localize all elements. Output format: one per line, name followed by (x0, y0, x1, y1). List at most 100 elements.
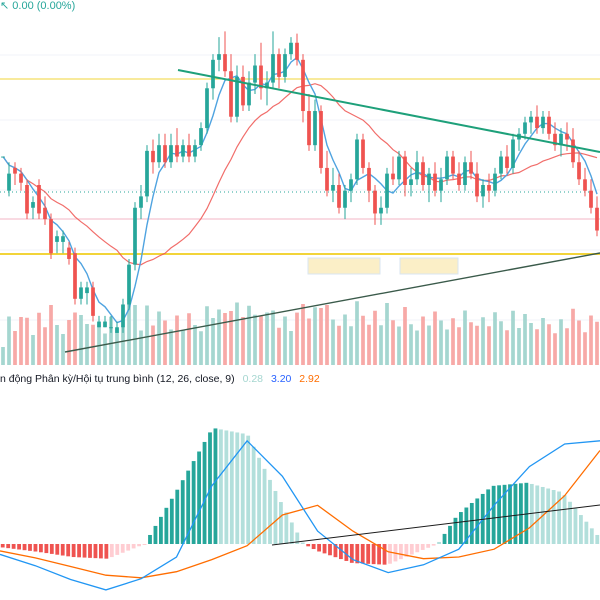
macd-histogram-bar (595, 534, 600, 544)
candle-body (457, 173, 461, 185)
candle-body (433, 173, 437, 191)
volume-bar (517, 328, 521, 365)
volume-bar (505, 330, 509, 365)
volume-bar (181, 330, 185, 365)
macd-histogram-bar (349, 544, 354, 563)
candle-body (475, 173, 479, 197)
macd-histogram-bar (71, 544, 76, 558)
candle-body (469, 162, 473, 174)
macd-signal-line (0, 450, 600, 579)
macd-histogram-bar (311, 544, 316, 550)
volume-bar (295, 312, 299, 365)
candle-body (541, 116, 545, 129)
macd-histogram-bar (17, 544, 21, 550)
volume-bar (403, 307, 407, 365)
candle-body (91, 287, 95, 316)
volume-bar (49, 305, 53, 365)
volume-bar (523, 314, 527, 365)
candle-body (487, 185, 491, 191)
macd-histogram-bar (235, 432, 240, 544)
candle-body (409, 179, 413, 185)
macd-histogram-bar (497, 485, 501, 544)
volume-bar (1, 347, 5, 365)
macd-histogram-bar (306, 544, 311, 547)
volume-bar (151, 325, 155, 365)
volume-bar (31, 335, 35, 365)
volume-bar (259, 315, 263, 365)
macd-histogram-bar (404, 544, 409, 557)
candle-body (307, 111, 311, 146)
candle-body (49, 219, 53, 254)
volume-bar (55, 325, 59, 365)
macd-histogram-bar (551, 490, 556, 544)
macd-histogram-bar (273, 490, 278, 544)
candle-body (301, 59, 305, 112)
volume-bar (565, 328, 569, 365)
macd-histogram-bar (579, 515, 583, 544)
lower-trendline (64, 252, 600, 353)
volume-bar (79, 315, 83, 365)
macd-histogram-bar (284, 512, 289, 544)
volume-bar (187, 313, 191, 365)
macd-signal-value: 2.92 (299, 373, 320, 385)
volume-bar (511, 310, 515, 365)
macd-histogram-bar (355, 544, 360, 564)
macd-histogram-bar (11, 544, 16, 549)
macd-histogram-bar (202, 441, 207, 544)
candle-body (559, 133, 563, 146)
volume-bar (115, 328, 119, 365)
trend-lines (64, 69, 600, 353)
volume-bar (595, 321, 599, 365)
macd-histogram-bar (28, 544, 32, 551)
macd-histogram-bar (371, 544, 376, 565)
candle-body (349, 179, 353, 191)
candle-body (277, 54, 281, 77)
volume-bar (439, 320, 443, 365)
candle-body (133, 207, 137, 265)
macd-histogram-bar (409, 544, 414, 555)
macd-histogram-bar (524, 482, 529, 544)
macd-histogram-bar (268, 479, 272, 544)
volume-bar (457, 327, 461, 365)
macd-histogram-bar (246, 435, 251, 544)
volume-bar (253, 314, 257, 365)
macd-histogram-bar (486, 489, 491, 544)
macd-legend[interactable]: n động Phân kỳ/Hội tụ trung bình (12, 26… (0, 373, 320, 385)
fast-ma-line (2, 56, 598, 324)
candle-body (193, 145, 197, 157)
volume-bar (103, 333, 107, 365)
volume-bar (283, 316, 287, 365)
macd-histogram-bar (0, 544, 5, 548)
candle-body (157, 145, 161, 163)
candle-body (319, 111, 323, 168)
candle-body (1, 156, 5, 158)
volume-bar (91, 324, 95, 365)
volume-bar (571, 308, 575, 365)
volume-bar (217, 309, 221, 365)
candle-body (295, 42, 299, 60)
candle-body (451, 156, 455, 174)
macd-histogram-bar (469, 502, 474, 544)
macd-histogram-bar (180, 480, 185, 544)
horizontal-levels (0, 78, 600, 255)
volume-bar (541, 318, 545, 365)
macd-histogram-bar (224, 430, 229, 544)
candle-body (595, 207, 599, 231)
macd-histogram-bar (219, 429, 223, 544)
candle-body (175, 145, 179, 157)
macd-legend-label: n động Phân kỳ/Hội tụ trung bình (12, 26… (0, 373, 235, 385)
volume-bar (169, 329, 173, 365)
volume-bar (25, 317, 29, 365)
volume-bar (361, 315, 365, 365)
macd-histogram-bar (475, 498, 480, 544)
candle-body (463, 162, 467, 185)
slow-ma-line (2, 83, 598, 266)
candle-body (79, 287, 83, 299)
candle-body (199, 128, 203, 146)
macd-histogram-bar (360, 544, 365, 564)
macd-histogram-bar (88, 544, 92, 558)
macd-histogram-bar (426, 544, 431, 548)
candle-body (535, 116, 539, 129)
volume-bar (127, 304, 131, 365)
volume-bar (163, 320, 167, 365)
